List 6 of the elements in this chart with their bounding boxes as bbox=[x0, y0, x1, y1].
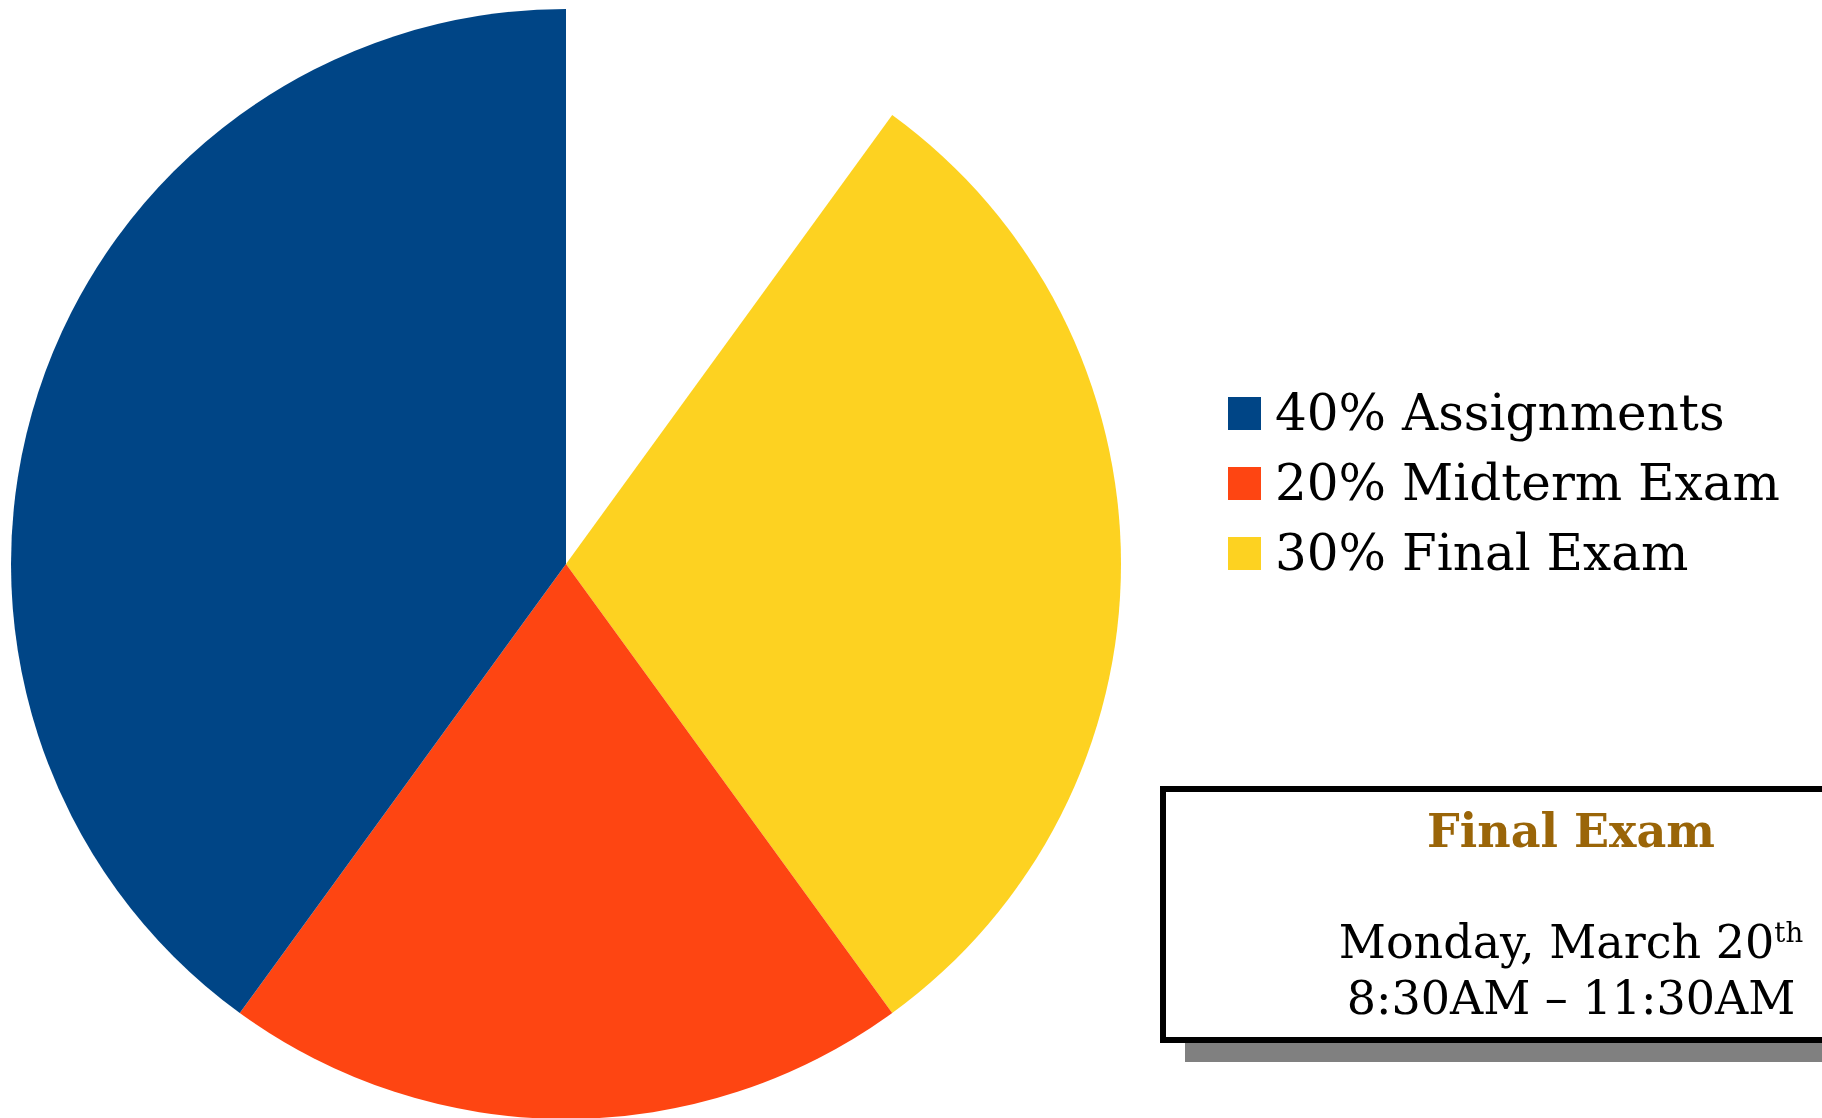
legend-label: 40% Assignments bbox=[1275, 384, 1725, 442]
text: Monday, March 20$^{th}$ bbox=[1338, 915, 1804, 969]
legend-label: 30% Final Exam bbox=[1275, 524, 1689, 582]
text: 8:30AM – 11:30AM bbox=[1346, 971, 1796, 1025]
legend-label: 20% Midterm Exam bbox=[1275, 454, 1781, 512]
text: Final Exam bbox=[1427, 804, 1715, 858]
